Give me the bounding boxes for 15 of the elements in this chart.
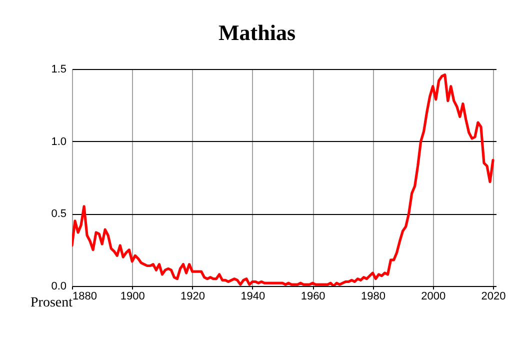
y-tick-label: 1.5	[51, 64, 66, 76]
y-axis-title: Prosent	[30, 296, 73, 310]
y-tick-label: 0.0	[51, 280, 66, 292]
y-tick-label: 0.5	[51, 208, 66, 220]
x-tick-label: 1920	[180, 290, 206, 302]
x-tick-label: 1960	[300, 290, 326, 302]
line-series	[72, 73, 494, 286]
y-tick-label: 1.0	[51, 136, 66, 148]
x-tick-label: 2000	[421, 290, 446, 302]
x-tick-label: 1900	[120, 290, 145, 302]
x-tick-label: 1880	[72, 290, 97, 302]
x-tick-label: 1940	[240, 290, 266, 302]
chart-title: Mathias	[218, 20, 296, 45]
x-tick-label: 1980	[360, 290, 386, 302]
x-tick-label: 2020	[481, 290, 506, 302]
